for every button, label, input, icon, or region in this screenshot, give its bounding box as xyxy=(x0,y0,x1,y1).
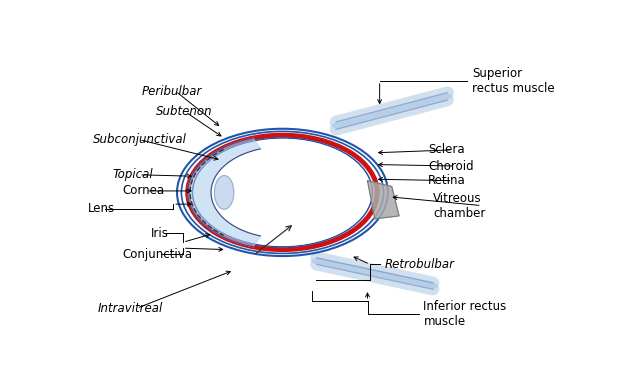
Text: Choroid: Choroid xyxy=(428,160,474,173)
Text: Superior
rectus muscle: Superior rectus muscle xyxy=(472,67,555,95)
Ellipse shape xyxy=(214,176,234,209)
Text: Lens: Lens xyxy=(88,202,115,215)
Text: Vitreous
chamber: Vitreous chamber xyxy=(433,192,485,219)
Ellipse shape xyxy=(176,128,389,257)
Text: Iris: Iris xyxy=(151,227,169,240)
Polygon shape xyxy=(367,181,399,219)
Text: Inferior rectus
muscle: Inferior rectus muscle xyxy=(423,300,507,328)
Text: Subconjunctival: Subconjunctival xyxy=(93,133,187,146)
Text: Intravitreal: Intravitreal xyxy=(98,302,163,315)
Text: Subtenon: Subtenon xyxy=(156,105,213,118)
Text: Retrobulbar: Retrobulbar xyxy=(384,258,455,271)
Text: Sclera: Sclera xyxy=(428,143,465,156)
Ellipse shape xyxy=(194,139,371,246)
Text: Conjunctiva: Conjunctiva xyxy=(122,248,192,261)
Text: Topical: Topical xyxy=(112,168,153,181)
Text: Cornea: Cornea xyxy=(122,184,164,197)
Text: Peribulbar: Peribulbar xyxy=(142,85,202,98)
Polygon shape xyxy=(187,138,260,247)
Text: Retina: Retina xyxy=(428,174,466,187)
